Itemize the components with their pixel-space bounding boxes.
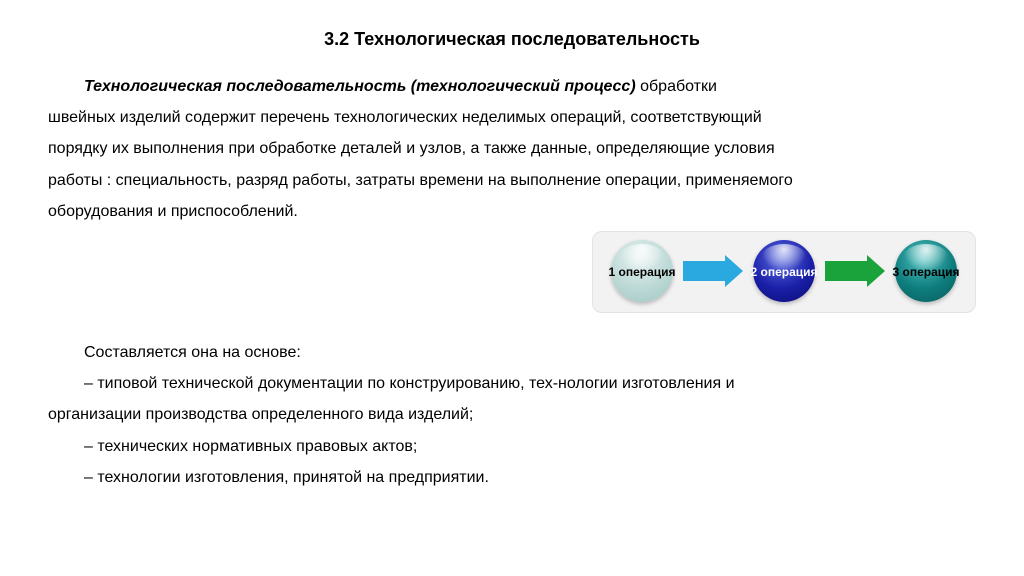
flow-diagram-wrap: 1 операция 2 операция 3 операция xyxy=(48,231,976,313)
operation-sphere-3: 3 операция xyxy=(895,240,957,302)
basis-item-3: – технологии изготовления, принятой на п… xyxy=(48,462,976,493)
operation-label-1: 1 операция xyxy=(608,261,675,284)
basis-intro: Составляется она на основе: xyxy=(48,337,976,368)
basis-item-2: – технических нормативных правовых актов… xyxy=(48,431,976,462)
paragraph-line-3: порядку их выполнения при обработке дета… xyxy=(48,133,976,164)
flow-diagram: 1 операция 2 операция 3 операция xyxy=(592,231,976,313)
operation-label-3: 3 операция xyxy=(892,261,959,284)
basis-item-1b: организации производства определенного в… xyxy=(48,399,976,430)
lead-rest: обработки xyxy=(636,78,717,95)
paragraph-line-1: Технологическая последовательность (техн… xyxy=(48,71,976,102)
paragraph-line-4: работы : специальность, разряд работы, з… xyxy=(48,165,976,196)
operation-label-2: 2 операция xyxy=(750,261,817,284)
paragraph-line-2: швейных изделий содержит перечень технол… xyxy=(48,102,976,133)
section-heading: 3.2 Технологическая последовательность xyxy=(48,22,976,57)
arrow-2 xyxy=(825,255,885,287)
basis-item-1a: – типовой технической документации по ко… xyxy=(48,368,976,399)
lead-term: Технологическая последовательность (техн… xyxy=(84,78,636,95)
operation-sphere-1: 1 операция xyxy=(611,240,673,302)
operation-sphere-2: 2 операция xyxy=(753,240,815,302)
paragraph-line-5: оборудования и приспособлений. xyxy=(48,196,318,227)
arrow-1 xyxy=(683,255,743,287)
